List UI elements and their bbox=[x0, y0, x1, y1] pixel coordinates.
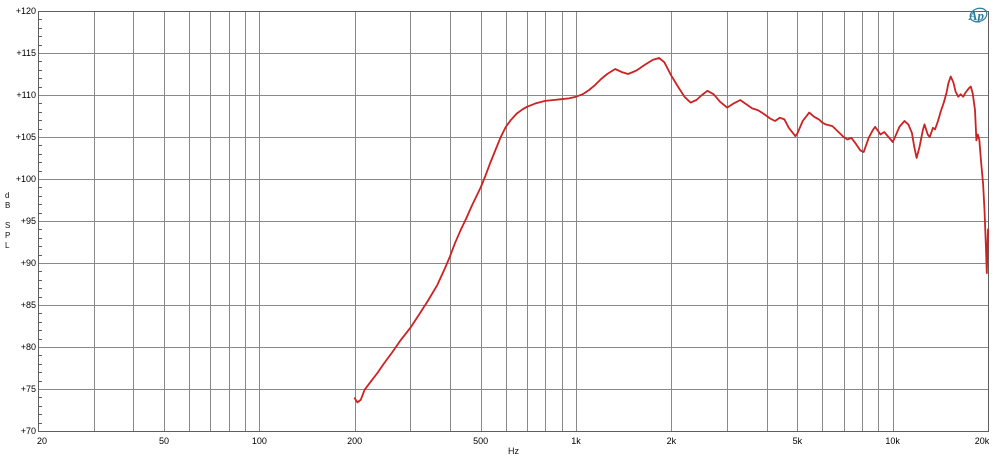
y-tick-label: +115 bbox=[16, 48, 36, 58]
x-tick-label: 100 bbox=[252, 436, 267, 446]
x-tick-label: 200 bbox=[347, 436, 362, 446]
x-tick-label: 2k bbox=[667, 436, 677, 446]
y-tick-label: +80 bbox=[21, 342, 36, 352]
y-tick-label: +75 bbox=[21, 384, 36, 394]
y-axis-label: d B S P L bbox=[5, 191, 11, 250]
y-tick-label: +100 bbox=[16, 174, 36, 184]
y-tick-label: +105 bbox=[16, 132, 36, 142]
x-tick-label: 5k bbox=[793, 436, 803, 446]
ap-logo: Ap bbox=[968, 7, 988, 23]
y-tick-label: +85 bbox=[21, 300, 36, 310]
x-tick-label: 50 bbox=[159, 436, 169, 446]
y-tick-label: +90 bbox=[21, 258, 36, 268]
plot-border bbox=[38, 11, 989, 432]
y-tick-label: +120 bbox=[16, 6, 36, 16]
response-curve bbox=[353, 57, 989, 404]
x-tick-label: 500 bbox=[473, 436, 488, 446]
x-tick-label: 20k bbox=[975, 436, 990, 446]
x-tick-label: 10k bbox=[885, 436, 900, 446]
x-axis-label: Hz bbox=[508, 446, 519, 456]
y-tick-label: +70 bbox=[21, 426, 36, 436]
y-tick-label: +110 bbox=[16, 90, 36, 100]
x-tick-label: 1k bbox=[571, 436, 581, 446]
y-tick-label: +95 bbox=[21, 216, 36, 226]
ap-logo-ellipse bbox=[969, 7, 988, 23]
x-tick-label: 20 bbox=[37, 436, 47, 446]
